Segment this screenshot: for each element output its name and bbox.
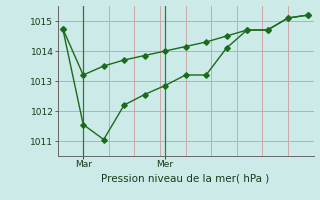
X-axis label: Pression niveau de la mer( hPa ): Pression niveau de la mer( hPa ) <box>101 173 270 183</box>
